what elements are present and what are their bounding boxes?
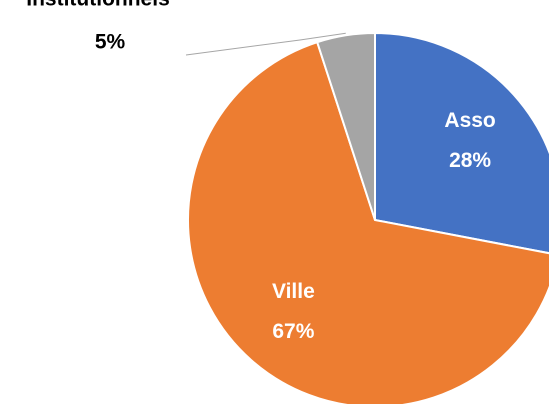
category-label: Institutionnels (26, 0, 170, 11)
value-label: 28% (449, 149, 491, 172)
leader-line (185, 32, 346, 56)
category-label: Ville (272, 280, 315, 303)
pie-slice (187, 40, 549, 404)
value-label: 5% (95, 31, 126, 54)
pie-slice (315, 31, 376, 221)
pie-slice (374, 31, 549, 255)
category-label: Asso (444, 109, 495, 132)
value-label: 67% (272, 320, 314, 343)
